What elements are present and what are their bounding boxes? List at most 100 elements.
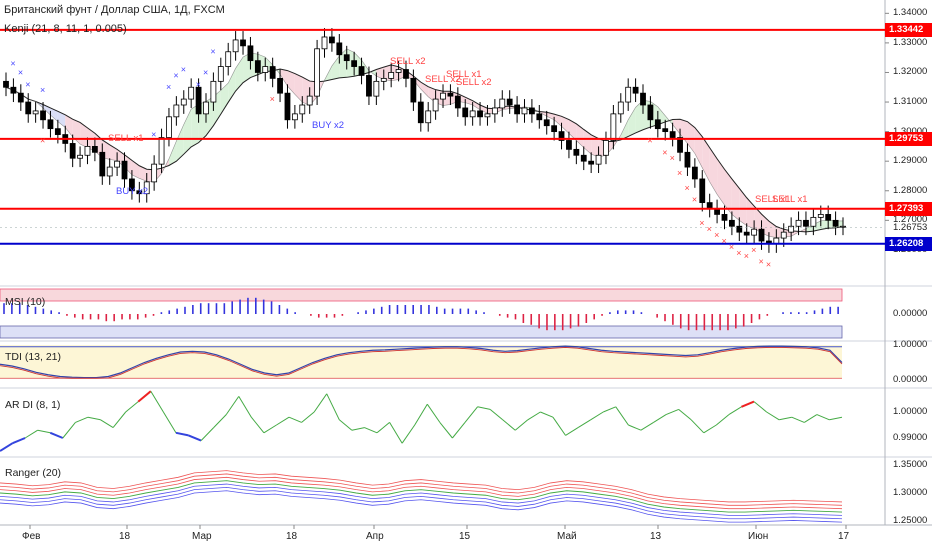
price-ytick-label: 1.27000 <box>893 214 928 226</box>
msi-pane-label[interactable]: MSI (10) <box>5 296 46 308</box>
signal-label: SELL x2 <box>390 56 426 68</box>
x-tick-label: 18 <box>119 531 131 542</box>
high-cross-marker: × <box>181 64 186 74</box>
candle-body <box>447 92 454 97</box>
candle-body <box>654 119 661 130</box>
candle-body <box>284 92 291 121</box>
candle-body <box>721 214 728 221</box>
candle-body <box>17 92 24 103</box>
candle-body <box>566 140 572 150</box>
kenji-cloud-segment <box>583 129 592 155</box>
ardi-segment <box>753 401 767 413</box>
kenji-cloud-segment <box>591 134 599 158</box>
kenji-cloud-segment <box>554 114 562 127</box>
ardi-segment <box>439 422 453 439</box>
candle-body <box>758 228 765 242</box>
candle-body <box>403 69 409 79</box>
candle-body <box>136 190 143 195</box>
kenji-cloud-segment <box>731 178 740 221</box>
candle-body <box>395 69 402 73</box>
candle-body <box>25 101 32 115</box>
kenji-cloud-segment <box>635 100 644 133</box>
ardi-segment <box>364 427 378 434</box>
candle-body <box>91 146 98 153</box>
candle-body <box>306 95 313 106</box>
candle-body <box>810 216 817 227</box>
ardi-segment <box>653 414 667 423</box>
candle-body <box>336 42 343 56</box>
tdi-line <box>0 345 843 379</box>
ardi-segment <box>703 424 717 434</box>
candle-body <box>99 151 106 177</box>
low-cross-marker: × <box>759 257 764 267</box>
high-cross-marker: × <box>10 59 15 69</box>
candle-body <box>314 48 320 97</box>
kenji-cloud-segment <box>191 104 199 147</box>
ardi-segment <box>37 429 51 434</box>
price-ytick-label: 1.29000 <box>893 155 928 167</box>
ardi-segment <box>829 416 843 421</box>
kenji-cloud-segment <box>724 169 732 215</box>
candle-body <box>210 80 217 103</box>
candle-body <box>40 110 46 121</box>
kenji-cloud-segment <box>287 70 295 95</box>
low-cross-marker: × <box>766 260 771 270</box>
high-cross-marker: × <box>210 47 215 57</box>
ranger-pane-label[interactable]: Ranger (20) <box>5 467 62 479</box>
ardi-segment <box>49 431 64 439</box>
ardi-segment <box>263 424 277 434</box>
msi-ytick-label: 0.00000 <box>893 308 928 319</box>
candle-body <box>462 107 469 118</box>
price-ytick-label: 1.28000 <box>893 184 928 196</box>
ardi-segment <box>338 419 353 431</box>
chart-title: Британский фунт / Доллар США, 1Д, FXCM <box>4 4 225 16</box>
price-ytick-label: 1.31000 <box>893 96 928 108</box>
ardi-segment <box>640 421 654 431</box>
ardi-segment <box>565 427 579 436</box>
low-cross-marker: × <box>684 183 689 193</box>
high-cross-marker: × <box>25 79 30 89</box>
tdi-ytick-label: 1.00000 <box>893 339 928 350</box>
high-cross-marker: × <box>18 67 23 77</box>
candle-body <box>321 36 328 50</box>
ardi-segment <box>137 390 152 403</box>
ardi-segment <box>414 403 428 426</box>
indicator-label[interactable]: Kenji (21, 8, 11, 1, 0.005) <box>4 23 127 35</box>
kenji-cloud-segment <box>176 124 184 162</box>
x-tick-label: Фев <box>22 531 41 542</box>
candle-body <box>677 137 683 153</box>
tdi-pane-label[interactable]: TDI (13, 21) <box>5 351 62 363</box>
candle-body <box>180 98 187 106</box>
candle-body <box>388 72 395 79</box>
msi-upper-zone <box>0 288 843 302</box>
signal-label: SELL x1 <box>108 133 144 144</box>
ardi-segment <box>678 409 692 421</box>
ardi-segment <box>477 406 491 410</box>
price-ytick-label: 1.34000 <box>893 7 928 19</box>
ranger-upper-band <box>0 470 843 503</box>
ranger-upper-band <box>0 473 843 506</box>
candle-body <box>795 219 802 227</box>
candle-body <box>54 128 61 135</box>
candle-body <box>114 160 121 168</box>
candle-body <box>158 137 165 165</box>
candle-body <box>269 66 276 79</box>
candle-body <box>440 92 446 100</box>
ardi-segment <box>175 431 189 437</box>
kenji-cloud-segment <box>472 100 481 110</box>
candle-body <box>254 60 261 73</box>
ardi-segment <box>351 427 365 431</box>
ranger-lower-band <box>0 490 843 523</box>
ardi-segment <box>238 396 252 418</box>
candle-body <box>373 80 380 97</box>
ranger-lower-band <box>0 483 843 516</box>
ardi-segment <box>791 416 805 423</box>
high-cross-marker: × <box>166 82 171 92</box>
ardi-segment <box>590 411 604 421</box>
ardi-segment <box>804 414 818 423</box>
candle-body <box>558 131 565 141</box>
ardi-segment <box>577 419 591 429</box>
ardi-pane-label[interactable]: AR DI (8, 1) <box>5 399 61 411</box>
ardi-segment <box>313 393 328 413</box>
